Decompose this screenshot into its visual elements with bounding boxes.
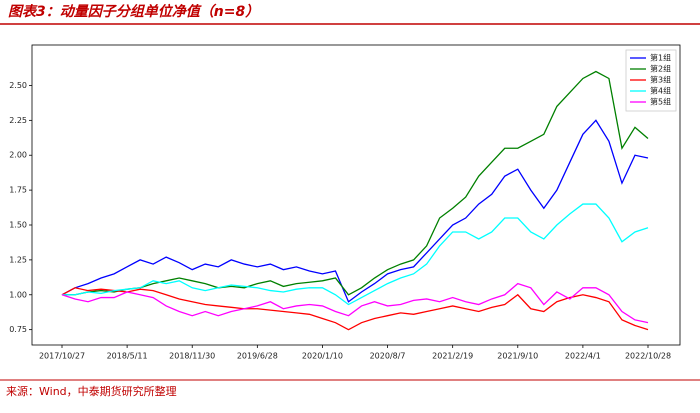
y-tick-label: 2.50 (9, 81, 27, 90)
plot-frame (31, 44, 681, 346)
x-tick-label: 2020/8/7 (370, 352, 406, 361)
y-tick-label: 0.75 (9, 325, 27, 334)
y-tick-label: 1.50 (9, 221, 27, 230)
x-tick-label: 2022/10/28 (625, 352, 671, 361)
y-tick-label: 1.75 (9, 186, 27, 195)
x-tick-label: 2018/5/11 (107, 352, 148, 361)
x-tick-label: 2021/2/19 (432, 352, 473, 361)
legend-label: 第2组 (650, 64, 671, 74)
y-tick-label: 2.25 (9, 116, 27, 125)
x-tick-label: 2022/4/1 (565, 352, 601, 361)
legend-label: 第4组 (650, 86, 671, 96)
chart-title: 图表3：动量因子分组单位净值（n=8） (8, 3, 259, 20)
legend-label: 第1组 (650, 53, 671, 63)
x-tick-label: 2020/1/10 (302, 352, 343, 361)
legend-label: 第5组 (650, 97, 671, 107)
x-tick-label: 2018/11/30 (169, 352, 215, 361)
x-tick-label: 2017/10/27 (39, 352, 85, 361)
series-line (61, 119, 649, 303)
y-tick-label: 1.00 (9, 290, 27, 299)
x-tick-label: 2021/9/10 (497, 352, 538, 361)
y-tick-label: 1.25 (9, 255, 27, 264)
series-line (62, 203, 649, 306)
source-note: 来源：Wind，中泰期货研究所整理 (6, 384, 177, 398)
x-tick-label: 2019/6/28 (237, 352, 278, 361)
y-tick-label: 2.00 (9, 151, 27, 160)
legend-label: 第3组 (650, 75, 671, 85)
series-line (61, 287, 649, 331)
series-line (61, 282, 649, 324)
